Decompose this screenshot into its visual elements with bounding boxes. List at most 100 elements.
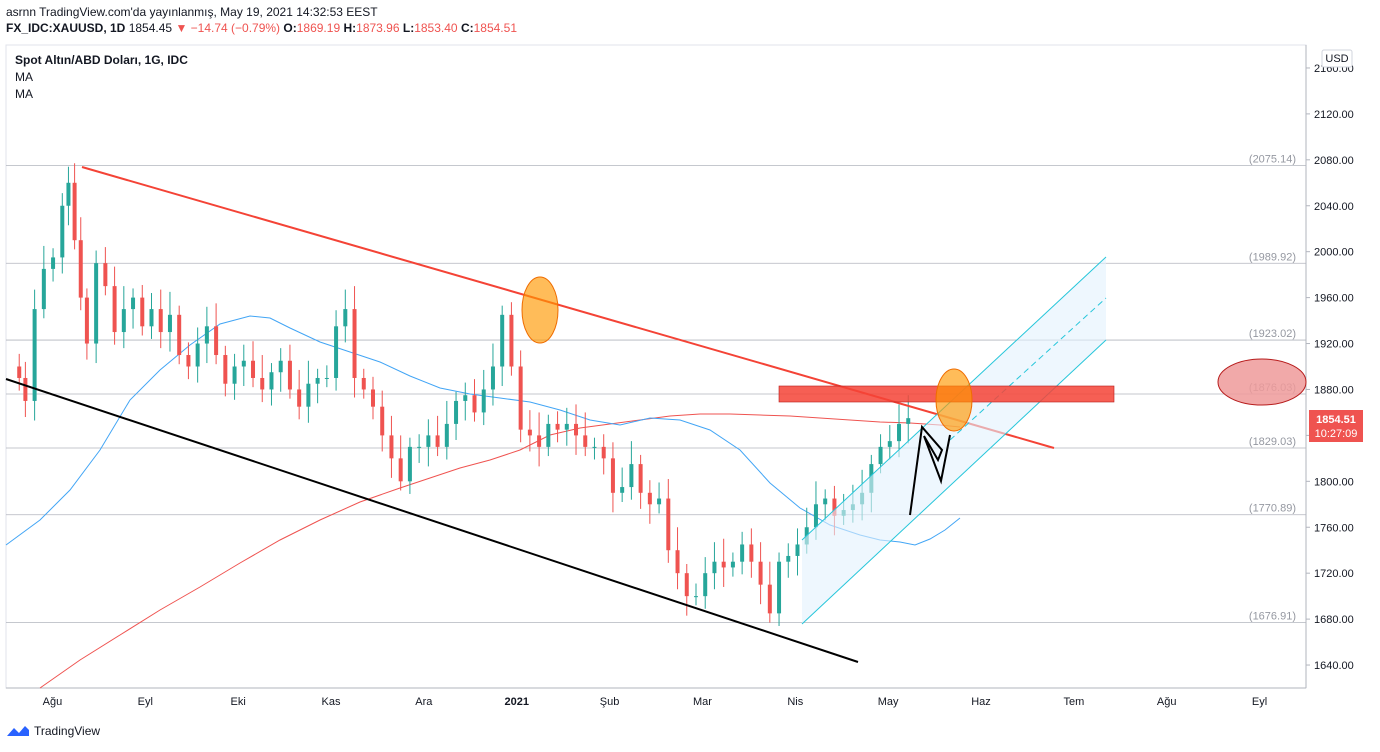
resistance-trendline xyxy=(81,166,1055,449)
candle-body xyxy=(435,435,440,447)
time-tick-label: Eki xyxy=(231,696,246,708)
candle-body xyxy=(232,366,237,384)
legend-indicator-ma-1[interactable]: MA xyxy=(15,70,33,84)
candle-body xyxy=(140,297,145,327)
close-value: 1854.51 xyxy=(473,21,517,35)
drawings xyxy=(5,166,1307,663)
time-tick-label: Eyl xyxy=(138,696,153,708)
level-label: (1676.91) xyxy=(1249,611,1296,623)
candle-body xyxy=(278,360,283,373)
legend-title: Spot Altın/ABD Doları, 1G, IDC xyxy=(15,53,188,67)
candle-body xyxy=(84,297,89,344)
candle-body xyxy=(426,435,431,447)
candle-body xyxy=(260,377,265,390)
candle-body xyxy=(777,561,782,614)
currency-badge[interactable] xyxy=(1321,49,1353,68)
candle-body xyxy=(352,309,357,378)
candle-body xyxy=(601,446,606,459)
candle-body xyxy=(66,182,71,206)
candle-body xyxy=(878,446,883,465)
time-tick-label: Kas xyxy=(322,696,341,708)
candle-body xyxy=(214,326,219,356)
channel-fill xyxy=(802,257,1106,624)
candle-body xyxy=(32,309,37,401)
channel-mid-line xyxy=(949,297,1107,441)
time-tick-label: Eyl xyxy=(1252,696,1267,708)
candle-body xyxy=(518,366,523,430)
candle-body xyxy=(740,544,745,562)
price-tick-label: 1720.00 xyxy=(1314,568,1354,580)
candlesticks xyxy=(17,163,911,626)
candle-body xyxy=(638,464,643,493)
candle-body xyxy=(481,389,486,413)
level-label: (1989.92) xyxy=(1249,251,1296,263)
candle-body xyxy=(444,423,449,447)
candle-body xyxy=(629,464,634,488)
candle-body xyxy=(537,435,542,447)
candle-body xyxy=(823,498,828,505)
candle-body xyxy=(306,383,311,407)
low-value: 1853.40 xyxy=(414,21,458,35)
level-highlight-ellipse xyxy=(1217,358,1307,406)
candle-body xyxy=(241,360,246,367)
candle-body xyxy=(693,596,698,598)
candle-body xyxy=(167,314,172,333)
candle-body xyxy=(500,314,505,367)
candle-body xyxy=(389,435,394,459)
level-label: (1923.02) xyxy=(1249,328,1296,340)
candle-body xyxy=(795,544,800,556)
footer-brand[interactable]: TradingView xyxy=(6,724,100,738)
time-axis-ticks: Ağu Eyl Eki Kas Ara 2021 Şub Mar Nis May Haz Tem Ağu… xyxy=(43,696,1268,708)
breakout-circle-may xyxy=(935,368,973,432)
candle-body xyxy=(574,423,579,436)
level-label: (1829.03) xyxy=(1249,436,1296,448)
level-label: (1770.89) xyxy=(1249,503,1296,515)
candle-body xyxy=(177,314,182,356)
open-label: O: xyxy=(283,21,297,35)
close-label: C: xyxy=(460,21,474,35)
candle-body xyxy=(287,360,292,390)
candle-body xyxy=(17,366,22,378)
time-tick-label: May xyxy=(878,696,899,708)
candle-body xyxy=(490,366,495,390)
candle-body xyxy=(149,309,154,327)
candle-body xyxy=(112,286,117,333)
price-change: ▼ −14.74 (−0.79%) xyxy=(175,21,281,35)
publisher-line: asrnn TradingView.com'da yayınlanmış, Ma… xyxy=(6,5,378,19)
open-value: 1869.19 xyxy=(296,21,341,35)
price-tick-label: 1880.00 xyxy=(1314,384,1354,396)
candle-body xyxy=(749,544,754,562)
candle-body xyxy=(675,550,680,574)
tradingview-logo-icon xyxy=(7,726,29,736)
time-tick-label: Ağu xyxy=(1157,696,1177,708)
price-tick-label: 2080.00 xyxy=(1314,155,1354,167)
candle-body xyxy=(832,498,837,516)
candle-body xyxy=(417,446,422,448)
candle-body xyxy=(887,441,892,447)
candle-body xyxy=(813,504,818,528)
legend-indicator-ma-2[interactable]: MA xyxy=(15,87,33,101)
candle-body xyxy=(223,355,228,384)
price-tick-label: 1640.00 xyxy=(1314,660,1354,672)
candle-body xyxy=(564,423,569,430)
price-tick-label: 1800.00 xyxy=(1314,476,1354,488)
candle-body xyxy=(583,435,588,447)
candle-body xyxy=(121,309,126,333)
candle-body xyxy=(343,309,348,327)
candle-body xyxy=(684,573,689,597)
price-tick-label: 1680.00 xyxy=(1314,614,1354,626)
price-axis-ticks: 2160.002120.002080.002040.002000.001960.… xyxy=(1306,63,1354,672)
low-label: L: xyxy=(402,21,415,35)
candle-body xyxy=(398,458,403,482)
candle-body xyxy=(78,240,83,298)
candle-body xyxy=(370,389,375,407)
price-tick-label: 2040.00 xyxy=(1314,201,1354,213)
current-price-badge xyxy=(1309,410,1363,442)
candle-body xyxy=(103,263,108,287)
candle-body xyxy=(51,257,56,269)
candle-body xyxy=(251,360,256,378)
plot-frame xyxy=(5,44,1307,689)
candle-body xyxy=(463,395,468,401)
candle-body xyxy=(610,458,615,493)
